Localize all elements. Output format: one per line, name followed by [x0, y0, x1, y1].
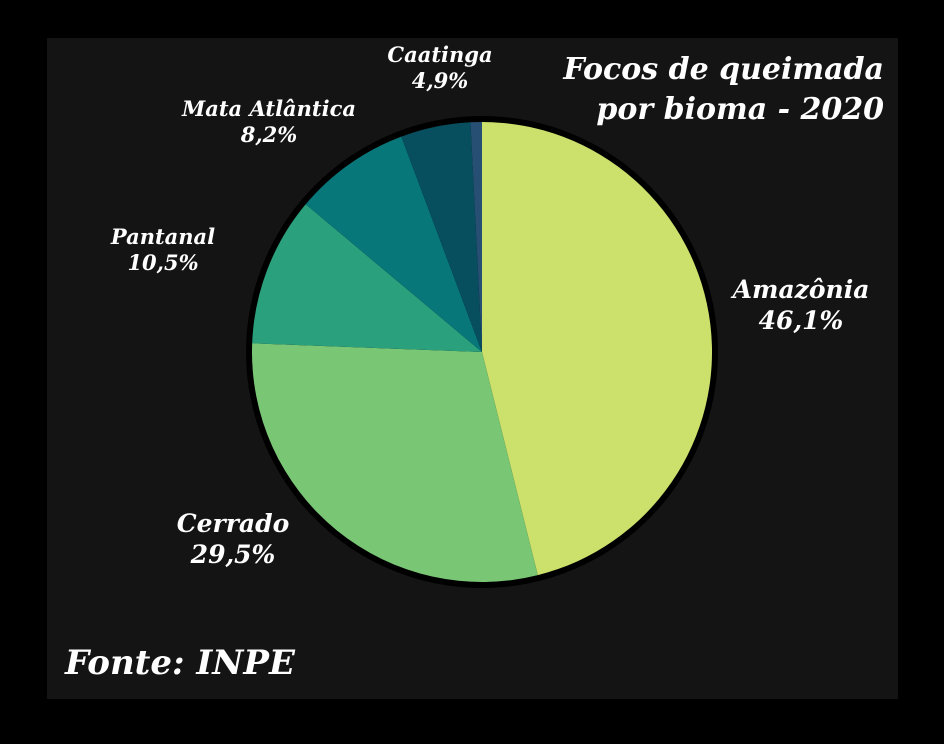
slice-name-mata-atlantica: Mata Atlântica: [181, 96, 357, 121]
slice-percent-caatinga: 4,9%: [411, 68, 469, 94]
chart-title: Focos de queimada por bioma - 2020: [563, 50, 884, 129]
slice-percent-amazonia: 46,1%: [758, 306, 844, 336]
slice-label-pantanal: Pantanal 10,5%: [111, 224, 215, 277]
slice-name-caatinga: Caatinga: [387, 42, 493, 67]
chart-title-line1: Focos de queimada: [563, 52, 884, 87]
pie-slice-cerrado: [251, 343, 538, 583]
pie-slice-pantanal: [252, 204, 482, 352]
pie-chart: [246, 116, 718, 588]
chart-frame: Amazônia 46,1% Cerrado 29,5% Pantanal 10…: [47, 38, 898, 699]
chart-title-line2: por bioma - 2020: [596, 91, 884, 127]
slice-label-amazonia: Amazônia 46,1%: [733, 274, 870, 337]
slice-percent-mata-atlantica: 8,2%: [240, 122, 298, 148]
pie-slice-caatinga: [401, 122, 482, 352]
slice-percent-cerrado: 29,5%: [190, 540, 276, 570]
slice-percent-pantanal: 10,5%: [127, 250, 199, 276]
pie-slice-other-5: [470, 122, 482, 352]
slice-label-caatinga: Caatinga 4,9%: [387, 42, 492, 95]
slice-label-mata-atlantica: Mata Atlântica 8,2%: [182, 96, 356, 149]
slice-label-cerrado: Cerrado 29,5%: [177, 508, 290, 571]
slice-name-cerrado: Cerrado: [176, 509, 290, 538]
slice-name-pantanal: Pantanal: [110, 224, 216, 249]
source-note: Fonte: INPE: [65, 643, 295, 683]
slice-name-amazonia: Amazônia: [732, 275, 870, 304]
pie-slice-amaz-nia: [482, 122, 713, 576]
pie-slice-mata-atl-ntica: [305, 136, 482, 352]
